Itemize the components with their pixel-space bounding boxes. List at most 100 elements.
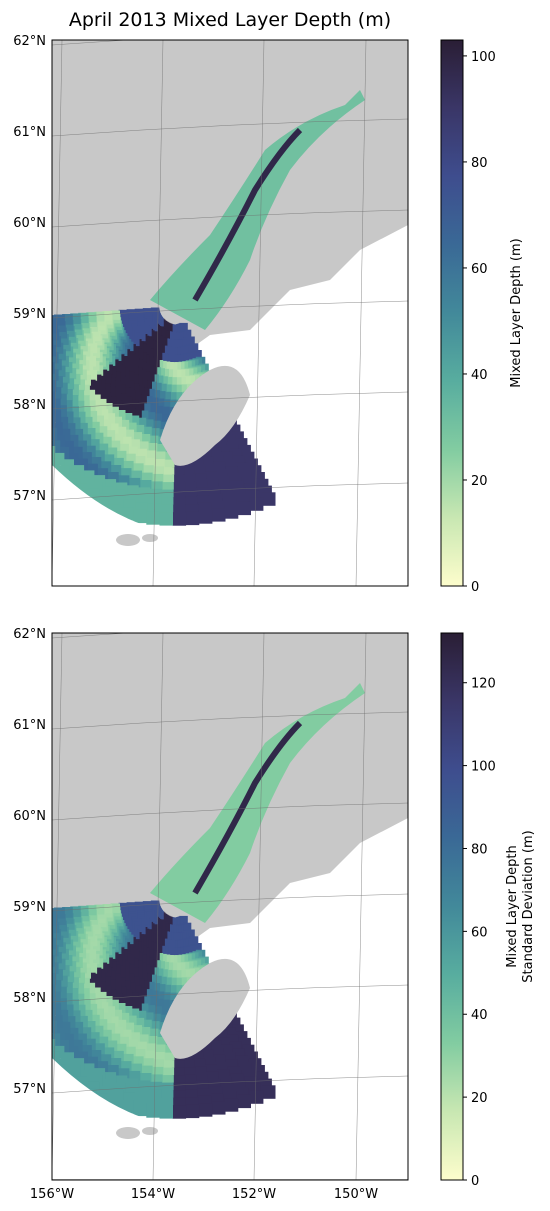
mld-cell (54, 365, 66, 377)
mld-cell (62, 913, 74, 924)
mld-cell (121, 413, 133, 425)
mld-cell (155, 391, 166, 402)
mld-cell (39, 433, 52, 446)
colorbar-tick-label: 40 (471, 1008, 488, 1023)
mld-cell (40, 331, 51, 342)
colorbar-tick-label: 20 (471, 474, 488, 489)
mld-cell (147, 990, 159, 1001)
mld-cell (3, 941, 15, 953)
mld-cell (146, 1104, 160, 1118)
lat-tick-label: 62°N (13, 627, 46, 642)
mld-cell (132, 424, 145, 437)
mld-cell (139, 996, 151, 1007)
mld-cell (22, 1042, 35, 1055)
mld-cell (146, 511, 160, 525)
mld-cell (24, 1010, 37, 1023)
mld-cell (158, 1007, 169, 1019)
mld-cell (7, 446, 21, 460)
mld-cell (226, 1034, 239, 1047)
mld-cell (119, 436, 132, 449)
kodiak-island (160, 365, 250, 466)
mld-cell (54, 958, 66, 970)
mld-cell (6, 357, 18, 369)
mld-cell (84, 400, 96, 412)
mld-cell (31, 324, 43, 336)
mld-cell (58, 372, 70, 384)
mld-cell (172, 1105, 187, 1119)
mld-cell (29, 350, 41, 362)
mld-cell (52, 1003, 62, 1016)
mld-cell (224, 1027, 236, 1040)
mld-cell (160, 391, 171, 403)
mld-cell (52, 376, 63, 388)
mld-cell (0, 395, 10, 408)
mld-cell (198, 1103, 213, 1117)
mld-cell (17, 335, 29, 347)
mld-cell (107, 999, 119, 1011)
colorbar-label: Standard Deviation (m) (521, 830, 536, 982)
mld-cell (114, 410, 126, 422)
mld-cell (0, 933, 5, 946)
mld-cell (142, 419, 154, 431)
mld-cell (83, 1021, 96, 1033)
mld-cell (125, 446, 138, 459)
lat-tick-label: 59°N (13, 307, 46, 322)
mld-cell (0, 422, 10, 435)
colorbar-tick-label: 120 (471, 677, 496, 692)
mld-cell (9, 930, 21, 942)
parallel-line (52, 984, 408, 1003)
mld-cell (95, 426, 108, 438)
mld-cell (52, 440, 61, 453)
mld-cell (75, 354, 87, 366)
mld-cell (52, 1051, 60, 1065)
mld-cell (52, 962, 59, 974)
mld-cell (57, 948, 69, 960)
mld-cell (111, 433, 124, 446)
mld-cell (133, 994, 145, 1006)
mld-cell (153, 991, 165, 1002)
mld-cell (0, 1001, 10, 1014)
mld-cell (155, 984, 166, 995)
mld-cell (136, 441, 149, 454)
mld-cell (52, 458, 60, 472)
mld-cell (215, 1030, 228, 1043)
mld-cell (29, 369, 41, 381)
mld-cell (110, 416, 122, 428)
mld-cell (57, 927, 69, 938)
mld-cell (116, 393, 127, 405)
mld-cell (142, 396, 153, 407)
mld-cell (0, 427, 4, 441)
mld-cell (103, 1006, 116, 1018)
mld-cell (5, 432, 18, 445)
mld-cell (72, 349, 84, 361)
mld-cell (25, 361, 37, 373)
mld-cell (116, 986, 127, 998)
mld-cell (75, 947, 87, 959)
mld-cell (0, 952, 11, 965)
mld-cell (232, 1024, 244, 1037)
mld-cell (157, 1014, 169, 1026)
mld-cell (27, 342, 39, 354)
mld-cell (72, 389, 85, 402)
mld-cell (106, 989, 117, 1001)
mld-cell (90, 997, 102, 1010)
mld-cell (23, 918, 35, 930)
mld-cell (69, 966, 81, 978)
mld-cell (22, 945, 34, 957)
mld-cell (67, 977, 79, 989)
mld-cell (149, 390, 161, 401)
mld-cell (19, 937, 31, 949)
mld-cell (52, 415, 56, 428)
mld-cell (91, 432, 104, 445)
mld-cell (59, 340, 71, 352)
mld-cell (0, 978, 5, 991)
mld-cell (30, 1006, 43, 1019)
mld-cell (142, 989, 153, 1000)
mld-cell (78, 318, 90, 329)
mld-cell (0, 1020, 4, 1034)
mld-cell (126, 902, 136, 912)
mld-cell (144, 412, 156, 423)
mld-cell (0, 1015, 10, 1028)
mld-cell (52, 991, 61, 1004)
mld-cell (31, 917, 43, 929)
